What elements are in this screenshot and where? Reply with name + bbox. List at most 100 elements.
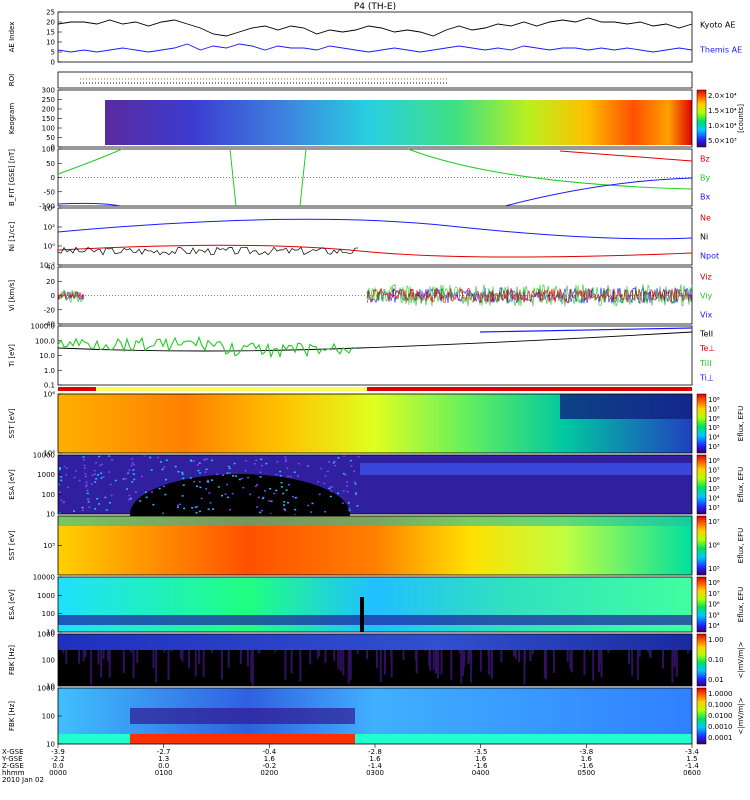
xaxis-z_gse-value: -1.6 bbox=[579, 762, 593, 770]
esa-e-speckle bbox=[133, 478, 136, 481]
fbk-e-column bbox=[239, 650, 242, 665]
esa-e-speckle bbox=[132, 469, 135, 471]
fbk-e-column bbox=[337, 650, 340, 670]
esa-e-speckle bbox=[179, 503, 182, 506]
vi-ytick-label: -20 bbox=[44, 306, 55, 314]
esa-e-speckle bbox=[207, 508, 210, 510]
esa-e-speckle bbox=[100, 472, 103, 475]
esa-e-speckle bbox=[283, 501, 286, 503]
esa-e-speckle bbox=[95, 461, 98, 464]
fbk-e-column bbox=[179, 650, 182, 659]
esa-e-speckle bbox=[330, 490, 333, 492]
xaxis-hhmm-value: 0200 bbox=[260, 769, 278, 777]
ti-frame bbox=[57, 325, 693, 386]
vi-legend-1: Viy bbox=[700, 292, 713, 301]
esa-e-speckle bbox=[354, 483, 357, 485]
esa-e-speckle bbox=[262, 496, 265, 499]
fbk-e-column bbox=[251, 650, 254, 686]
esa-e-speckle bbox=[83, 467, 86, 469]
fbk-e-column bbox=[187, 650, 190, 669]
esa-e-speckle bbox=[249, 493, 252, 496]
fbk-e-column bbox=[600, 650, 603, 678]
fbk-e-column bbox=[342, 650, 345, 676]
esa_i-colorbar-tick: 10⁸ bbox=[708, 579, 720, 587]
fbk-e-column bbox=[523, 650, 526, 685]
fbk-e-column bbox=[84, 650, 87, 658]
esa-e-speckle bbox=[152, 503, 155, 506]
esa-e-speckle bbox=[198, 510, 201, 513]
xaxis-y_gse-value: 1.6 bbox=[581, 755, 593, 763]
esa-e-speckle bbox=[256, 483, 259, 486]
ni-ne-line bbox=[57, 244, 693, 258]
fbk-e-column bbox=[309, 650, 312, 665]
esa-e-speckle bbox=[122, 478, 125, 480]
esa-e-speckle bbox=[149, 456, 152, 459]
esa-e-speckle bbox=[104, 496, 107, 499]
sst_e-heatmap bbox=[58, 394, 692, 453]
keogram-ytick-label: 200 bbox=[42, 106, 55, 114]
fbk-e-column bbox=[479, 650, 482, 672]
keogram-ytick-label: 100 bbox=[42, 125, 55, 133]
esa-e-speckle bbox=[110, 494, 113, 497]
sst_e-ytick-label: 10⁵ bbox=[43, 450, 55, 458]
ti-ytick-label: 1.0 bbox=[44, 367, 55, 375]
esa-e-speckle bbox=[226, 483, 229, 486]
esa-e-speckle bbox=[257, 496, 260, 499]
esa-e-speckle bbox=[311, 502, 314, 505]
esa_i-colorbar-tick: 10⁷ bbox=[708, 590, 720, 598]
bfit-by-left bbox=[57, 148, 123, 175]
ae-legend-0: Kyoto AE bbox=[700, 21, 735, 30]
esa-e-speckle bbox=[85, 485, 88, 488]
keogram-ytick-label: 0 bbox=[51, 144, 55, 152]
esa-e-speckle bbox=[229, 508, 232, 511]
fbk-e-column bbox=[570, 650, 573, 673]
esa-e-speckle bbox=[334, 464, 337, 467]
esa-e-speckle bbox=[98, 464, 101, 467]
bfit-legend-2: Bx bbox=[700, 193, 710, 202]
esa-e-speckle bbox=[354, 492, 357, 494]
fbk_e-ytick-label: 100 bbox=[42, 657, 55, 665]
xaxis-hhmm-value: 0100 bbox=[155, 769, 173, 777]
esa-e-speckle bbox=[350, 465, 353, 467]
esa-e-speckle bbox=[96, 497, 99, 500]
xaxis-z_gse-value: 0.0 bbox=[52, 762, 63, 770]
ni-ni-line bbox=[57, 246, 359, 256]
keogram-colorbar-tick: 5.0×10³ bbox=[708, 137, 737, 145]
xaxis-row-label-2: Z-GSE bbox=[2, 762, 24, 770]
esa_e-colorbar-tick: 10⁵ bbox=[708, 485, 720, 493]
esa-e-speckle bbox=[284, 456, 287, 458]
esa-e-speckle bbox=[84, 475, 87, 478]
xaxis-hhmm-value: 0400 bbox=[472, 769, 490, 777]
esa-e-speckle bbox=[82, 459, 85, 461]
sst_e-colorbar-tick: 10⁴ bbox=[708, 434, 720, 442]
esa-e-speckle bbox=[108, 471, 111, 473]
fbk-e-column bbox=[468, 650, 471, 663]
esa-e-speckle bbox=[82, 456, 85, 458]
fbk-e-column bbox=[65, 650, 68, 664]
esa-e-speckle bbox=[341, 502, 344, 504]
esa-e-speckle bbox=[208, 492, 211, 494]
fbk-e-column bbox=[97, 650, 100, 665]
esa-e-speckle bbox=[233, 462, 236, 465]
esa-e-speckle bbox=[261, 464, 264, 467]
esa-e-speckle bbox=[87, 500, 90, 503]
fbk-e-column bbox=[90, 650, 93, 685]
esa_e-colorbar-tick: 10³ bbox=[708, 504, 720, 512]
bfit-frame bbox=[57, 148, 693, 207]
esa_i-ytick-label: 10000 bbox=[33, 574, 55, 582]
esa-e-speckle bbox=[326, 470, 329, 473]
sst_e-colorbar-tick: 10⁷ bbox=[708, 405, 720, 413]
esa-e-speckle bbox=[261, 509, 264, 512]
sst-e-stripes bbox=[560, 394, 692, 419]
esa-e-speckle bbox=[342, 472, 345, 475]
sst_i-heatmap bbox=[58, 516, 692, 575]
roi-ylabel: ROI bbox=[8, 74, 16, 86]
bfit-ytick-label: -100 bbox=[39, 203, 55, 211]
fbk-e-column bbox=[250, 650, 253, 682]
esa-e-speckle bbox=[131, 458, 134, 460]
esa-e-speckle bbox=[181, 473, 184, 475]
esa_i-heatmap bbox=[58, 577, 692, 632]
esa-e-speckle bbox=[63, 465, 66, 468]
sst_e-colorbar-tick: 10³ bbox=[708, 443, 720, 451]
esa_e-colorbar bbox=[696, 454, 707, 515]
